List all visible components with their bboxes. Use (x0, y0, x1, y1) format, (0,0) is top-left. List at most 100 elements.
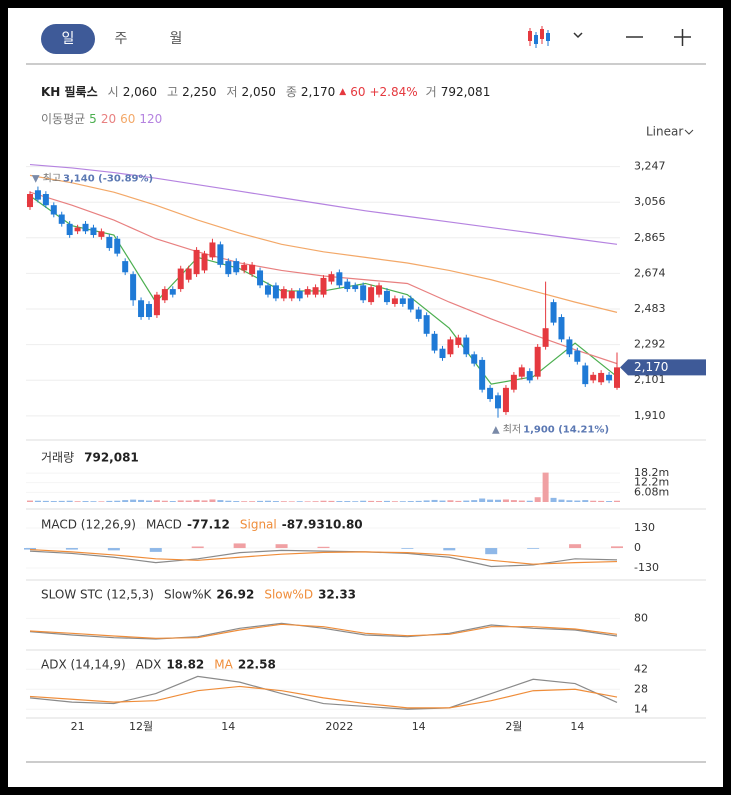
macd-histogram (527, 548, 540, 549)
y-tick-label: 18.2m (634, 466, 669, 479)
legend-text: ADX (136, 658, 162, 672)
volume-bar (114, 500, 121, 502)
y-tick-label: 3,056 (634, 195, 666, 208)
candle-body (455, 337, 462, 345)
candle-body (42, 194, 49, 206)
legend-text: Slow%D (264, 588, 313, 602)
volume-bar (336, 501, 343, 502)
legend-text: -87.93 (282, 518, 325, 532)
candle-body (320, 277, 327, 295)
volume-bar (542, 472, 549, 502)
volume-bar (463, 500, 470, 502)
candle-body (114, 238, 121, 254)
volume-bar (590, 500, 597, 502)
volume-bar (209, 499, 216, 502)
legend-text: Slow%K (164, 588, 213, 602)
change-percent: +2.84% (369, 84, 418, 99)
volume-bar (66, 500, 73, 502)
macd-histogram (191, 546, 204, 549)
volume-bar (98, 501, 105, 502)
zoom-in[interactable] (674, 29, 691, 46)
volume-bar (130, 499, 137, 502)
chart-type-button[interactable] (528, 26, 550, 48)
volume-bar (241, 501, 248, 502)
volume-bar (320, 500, 327, 502)
volume-bar (376, 501, 383, 502)
candle-body (209, 242, 216, 258)
volume-label: 거 (425, 85, 437, 99)
macd-histogram (107, 548, 120, 551)
candle-body (130, 274, 137, 301)
y-tick-label: 2,101 (634, 373, 666, 386)
field-value: 2,050 (241, 84, 276, 99)
y-tick-label: 1,910 (634, 409, 666, 422)
volume-bar (534, 497, 541, 502)
volume-bar (479, 498, 486, 502)
annotation: ▲ (492, 425, 500, 436)
volume-bar (518, 500, 525, 502)
annotation: 1,900 (14.21%) (523, 425, 609, 436)
tab-selected[interactable] (41, 24, 95, 54)
candle-body (606, 374, 613, 381)
ma-legend-item: 5 (89, 111, 97, 126)
candle-body (360, 285, 367, 301)
volume-bar (352, 501, 359, 502)
volume-bar (272, 501, 279, 502)
candle-body (296, 290, 303, 299)
candle-body (439, 348, 446, 359)
volume-bar (606, 501, 613, 502)
volume-bar (225, 500, 232, 502)
macd-histogram (611, 546, 623, 549)
candle-body (391, 298, 398, 304)
candle-body (558, 317, 565, 340)
volume-bar (257, 500, 264, 502)
candle-body (479, 359, 486, 390)
volume-bar (304, 501, 311, 502)
legend-text: MA (214, 658, 233, 672)
candle-body (304, 289, 311, 295)
volume-bar (471, 500, 478, 502)
candle-body (415, 309, 422, 319)
volume-bar (399, 501, 406, 502)
dropdown-chevron[interactable] (573, 32, 583, 39)
x-tick-label: 12월 (129, 720, 153, 733)
scale-chevron[interactable] (684, 129, 694, 135)
volume-bar (106, 500, 113, 502)
volume-bar (502, 499, 509, 502)
candle-body (502, 387, 509, 413)
candle-body (368, 287, 375, 303)
candle-body (574, 350, 581, 362)
candle-body (138, 300, 145, 318)
candle-body (526, 371, 533, 381)
legend-text: 26.92 (216, 588, 254, 602)
candle-body (249, 264, 256, 275)
volume-bar (368, 500, 375, 502)
candle-body (177, 268, 184, 290)
volume-bar (550, 497, 557, 502)
ma-legend-item: 20 (100, 111, 117, 126)
volume-bar (328, 500, 335, 502)
y-tick-label: 14 (634, 702, 648, 715)
tab[interactable]: 주 (115, 31, 128, 47)
candle-body (98, 231, 105, 237)
macd-histogram (24, 548, 36, 550)
candle-body (336, 272, 343, 286)
macd-histogram (275, 544, 288, 549)
volume-bar (34, 500, 41, 502)
quote-row: KH 필룩스 시 2,060 고 2,250 저 2,050 종 2,170 ▲ 60 +2.84%… (41, 83, 490, 100)
macd-histogram (569, 544, 582, 549)
field-value: 2,060 (122, 84, 158, 99)
macd-histogram (485, 548, 498, 555)
volume-bar (439, 500, 446, 502)
legend-text: Signal (240, 518, 277, 532)
tab[interactable]: 일 (62, 31, 75, 47)
scale-mode[interactable]: Linear (646, 125, 683, 139)
candle-body (590, 374, 597, 381)
candle-body (90, 227, 97, 236)
candle-body (272, 285, 279, 299)
field-value: 2,250 (182, 84, 217, 99)
tab[interactable]: 월 (170, 31, 183, 47)
candle-body (598, 372, 605, 383)
volume-bar (360, 500, 367, 502)
legend-text: ADX (14,14,9) (41, 658, 126, 672)
